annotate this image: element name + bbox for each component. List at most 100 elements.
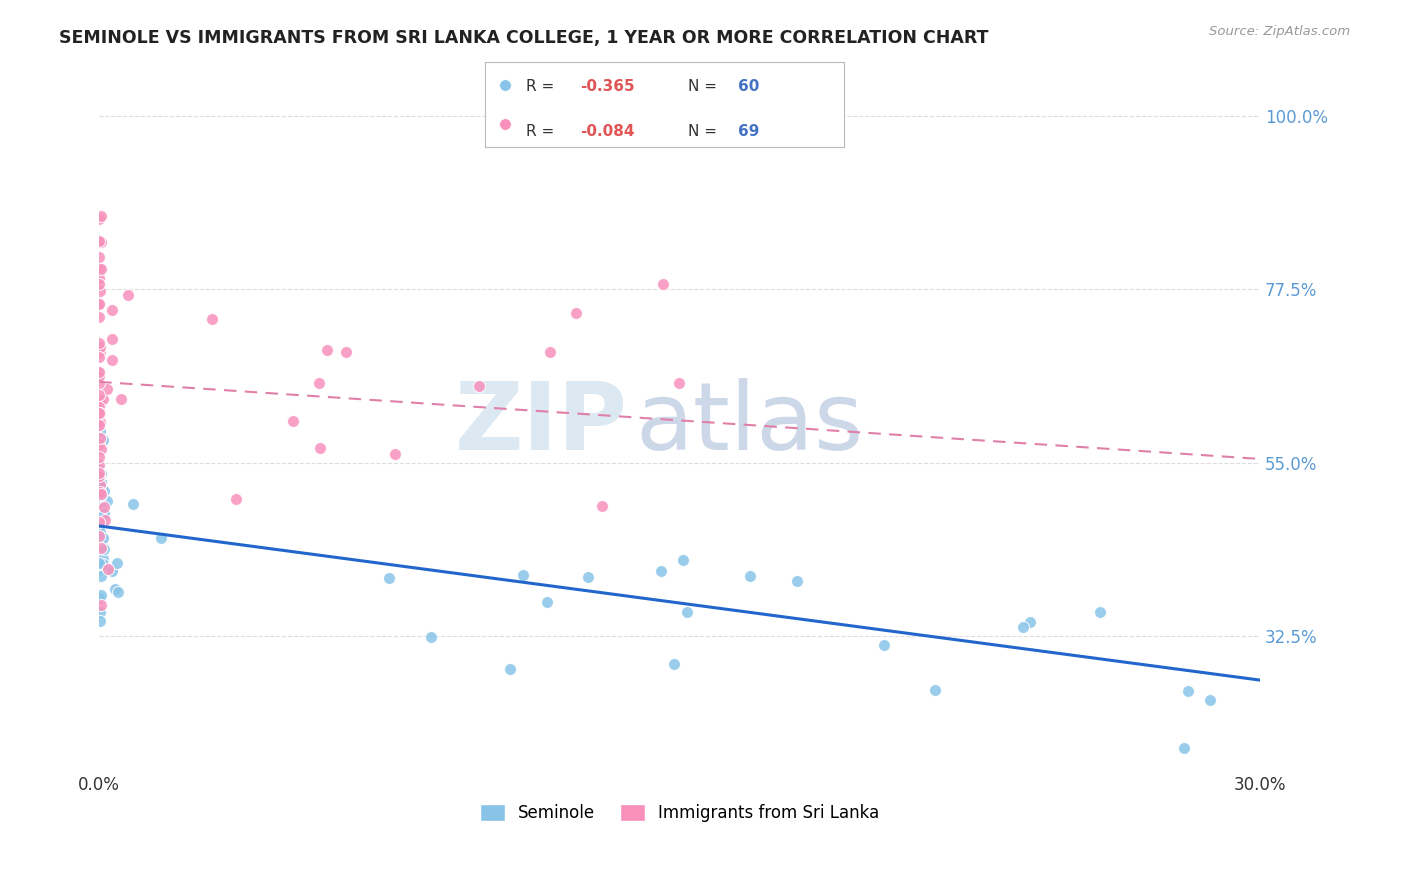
Point — [89, 562, 111, 576]
Point — [1177, 684, 1199, 698]
Point — [675, 605, 697, 619]
Point — [90, 501, 112, 516]
Point — [308, 376, 330, 390]
Point — [89, 350, 111, 364]
Point — [89, 485, 111, 500]
Point — [536, 595, 558, 609]
Point — [89, 605, 111, 619]
Point — [89, 515, 111, 529]
Point — [89, 514, 111, 528]
Point — [89, 458, 111, 472]
Point — [1199, 693, 1222, 707]
Point — [89, 387, 111, 401]
Point — [335, 345, 357, 359]
Point — [101, 302, 124, 317]
Point — [740, 569, 762, 583]
Point — [89, 310, 111, 325]
Point — [664, 657, 686, 672]
Point — [105, 556, 128, 570]
Point — [1173, 740, 1195, 755]
Point — [117, 287, 139, 301]
Point — [101, 353, 124, 368]
Point — [89, 437, 111, 451]
Point — [89, 261, 111, 276]
Point — [90, 442, 112, 457]
Point — [90, 568, 112, 582]
Point — [89, 614, 111, 628]
Point — [89, 462, 111, 476]
Point — [419, 630, 441, 644]
Point — [104, 582, 127, 597]
Point — [538, 345, 561, 359]
Point — [89, 234, 111, 248]
Point — [110, 392, 132, 407]
Point — [122, 497, 145, 511]
Point — [89, 271, 111, 285]
Point — [89, 297, 111, 311]
Point — [924, 682, 946, 697]
Point — [89, 369, 111, 384]
Point — [91, 557, 114, 571]
Point — [89, 396, 111, 410]
Point — [89, 408, 111, 422]
Point — [89, 557, 111, 571]
Point — [89, 484, 111, 499]
Point — [89, 339, 111, 353]
Text: 69: 69 — [738, 124, 759, 139]
Point — [89, 344, 111, 359]
Point — [107, 584, 129, 599]
Point — [90, 235, 112, 249]
Point — [89, 400, 111, 414]
Legend: Seminole, Immigrants from Sri Lanka: Seminole, Immigrants from Sri Lanka — [472, 797, 886, 829]
Point — [873, 638, 896, 652]
Text: R =: R = — [526, 78, 560, 94]
Point — [89, 212, 111, 227]
Point — [1090, 605, 1112, 619]
Point — [93, 507, 115, 521]
Point — [281, 414, 304, 428]
Point — [93, 500, 115, 515]
Point — [384, 447, 406, 461]
Point — [89, 417, 111, 432]
Point — [89, 366, 111, 380]
Text: SEMINOLE VS IMMIGRANTS FROM SRI LANKA COLLEGE, 1 YEAR OR MORE CORRELATION CHART: SEMINOLE VS IMMIGRANTS FROM SRI LANKA CO… — [59, 29, 988, 46]
Point — [672, 553, 695, 567]
Point — [89, 467, 111, 481]
Point — [89, 365, 111, 379]
Point — [93, 506, 115, 520]
Point — [1012, 620, 1035, 634]
Point — [786, 574, 808, 589]
Point — [89, 284, 111, 298]
Point — [101, 332, 124, 346]
Text: R =: R = — [526, 124, 560, 139]
Point — [89, 469, 111, 483]
Point — [89, 367, 111, 381]
Point — [591, 499, 613, 513]
Point — [89, 525, 111, 540]
Point — [89, 469, 111, 483]
Point — [576, 570, 599, 584]
Point — [499, 662, 522, 676]
Point — [494, 78, 516, 93]
Point — [89, 450, 111, 464]
Text: N =: N = — [688, 124, 721, 139]
Point — [93, 484, 115, 499]
Point — [89, 463, 111, 477]
Point — [89, 406, 111, 420]
Point — [316, 343, 339, 357]
Point — [91, 500, 114, 515]
Point — [652, 277, 675, 291]
Point — [96, 382, 118, 396]
Point — [89, 424, 111, 438]
Point — [89, 277, 111, 291]
Point — [90, 209, 112, 223]
Point — [89, 406, 111, 420]
Point — [91, 434, 114, 448]
Point — [90, 541, 112, 556]
Point — [89, 431, 111, 445]
Point — [90, 487, 112, 501]
Point — [89, 474, 111, 488]
Point — [89, 296, 111, 310]
Point — [90, 588, 112, 602]
Point — [91, 392, 114, 407]
